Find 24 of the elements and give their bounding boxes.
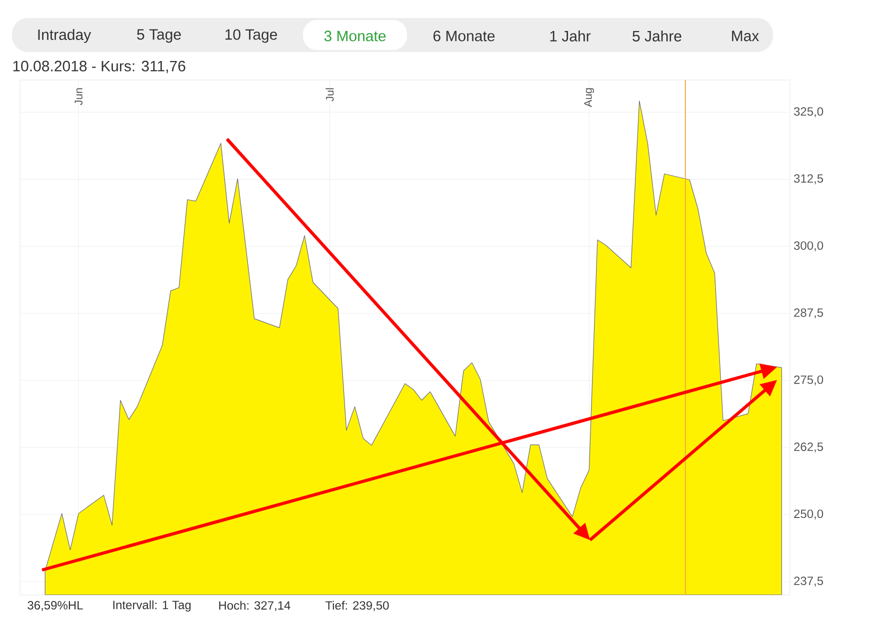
text: Hoch: 327,14 bbox=[219, 600, 290, 612]
text: 1 Jahr bbox=[550, 30, 591, 42]
y-tick-label: 250,0 bbox=[794, 510, 824, 520]
x-tick-label: Jun bbox=[74, 88, 82, 106]
text: 5 Jahre bbox=[632, 30, 682, 42]
chart-title: 10.08.2018 - Kurs: 311,76 bbox=[13, 60, 186, 74]
text: Max bbox=[732, 30, 760, 42]
y-tick-label: 262,5 bbox=[794, 442, 824, 452]
x-tick-label: Jul bbox=[326, 88, 334, 102]
text: 5 Tage bbox=[137, 29, 181, 43]
x-tick-label: Aug bbox=[584, 88, 594, 108]
text: 3 Monate bbox=[324, 30, 386, 42]
text: Intraday bbox=[38, 28, 92, 43]
text: Tief: 239,50 bbox=[325, 600, 389, 612]
y-tick-label: 275,0 bbox=[794, 375, 824, 386]
text: 6 Monate bbox=[434, 30, 495, 42]
text: 10 Tage bbox=[225, 29, 278, 43]
text: 36,59%HL bbox=[28, 601, 83, 611]
y-tick-label: 312,5 bbox=[794, 174, 824, 184]
y-tick-label: 325,0 bbox=[794, 107, 824, 118]
y-tick-label: 300,0 bbox=[794, 241, 824, 252]
y-tick-label: 287,5 bbox=[794, 308, 824, 318]
y-tick-label: 237,5 bbox=[794, 576, 824, 587]
text: Intervall: 1 Tag bbox=[113, 600, 191, 612]
